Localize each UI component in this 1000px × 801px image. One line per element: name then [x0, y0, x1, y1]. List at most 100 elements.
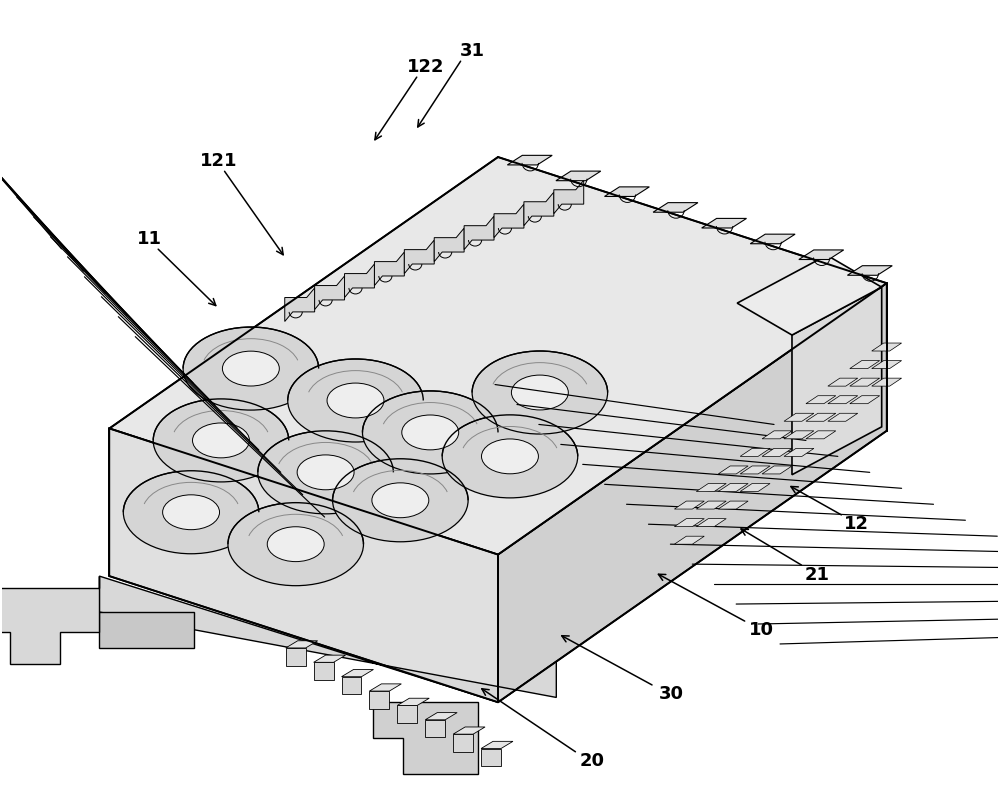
- Polygon shape: [784, 413, 814, 421]
- Ellipse shape: [402, 415, 459, 450]
- Polygon shape: [806, 413, 836, 421]
- Polygon shape: [314, 662, 334, 680]
- Polygon shape: [285, 288, 315, 321]
- Polygon shape: [315, 276, 345, 309]
- Ellipse shape: [183, 327, 319, 410]
- Ellipse shape: [153, 399, 289, 482]
- Ellipse shape: [123, 471, 259, 553]
- Polygon shape: [762, 449, 792, 457]
- Polygon shape: [674, 536, 704, 544]
- Polygon shape: [481, 742, 513, 748]
- Polygon shape: [369, 691, 389, 709]
- Polygon shape: [556, 171, 601, 181]
- Polygon shape: [850, 360, 880, 368]
- Polygon shape: [792, 287, 882, 475]
- Polygon shape: [369, 684, 401, 691]
- Ellipse shape: [327, 383, 384, 418]
- Polygon shape: [653, 203, 698, 212]
- Text: 122: 122: [407, 58, 444, 76]
- Polygon shape: [784, 449, 814, 457]
- Polygon shape: [872, 378, 902, 386]
- Polygon shape: [99, 612, 194, 648]
- Text: 31: 31: [460, 42, 485, 60]
- Polygon shape: [342, 677, 361, 694]
- Polygon shape: [696, 501, 726, 509]
- Polygon shape: [762, 431, 792, 439]
- Polygon shape: [425, 713, 457, 720]
- Polygon shape: [872, 343, 902, 351]
- Text: 30: 30: [659, 685, 684, 703]
- Polygon shape: [373, 702, 478, 774]
- Polygon shape: [453, 735, 473, 751]
- Polygon shape: [0, 576, 99, 664]
- Polygon shape: [481, 748, 501, 766]
- Polygon shape: [464, 216, 494, 250]
- Polygon shape: [498, 284, 887, 702]
- Polygon shape: [342, 670, 373, 677]
- Polygon shape: [524, 192, 554, 226]
- Text: 21: 21: [804, 566, 829, 583]
- Polygon shape: [718, 466, 748, 474]
- Ellipse shape: [288, 359, 423, 442]
- Polygon shape: [696, 484, 726, 492]
- Polygon shape: [397, 706, 417, 723]
- Ellipse shape: [511, 375, 568, 410]
- Ellipse shape: [362, 391, 498, 474]
- Polygon shape: [740, 449, 770, 457]
- Ellipse shape: [222, 351, 279, 386]
- Ellipse shape: [258, 431, 393, 514]
- Polygon shape: [397, 698, 429, 706]
- Polygon shape: [718, 501, 748, 509]
- Polygon shape: [109, 157, 887, 554]
- Polygon shape: [737, 256, 882, 335]
- Ellipse shape: [442, 415, 578, 498]
- Polygon shape: [828, 413, 858, 421]
- Polygon shape: [806, 431, 836, 439]
- Polygon shape: [425, 720, 445, 738]
- Ellipse shape: [333, 459, 468, 541]
- Polygon shape: [718, 484, 748, 492]
- Ellipse shape: [482, 439, 538, 474]
- Polygon shape: [828, 396, 858, 404]
- Polygon shape: [799, 250, 844, 260]
- Polygon shape: [762, 466, 792, 474]
- Polygon shape: [674, 501, 704, 509]
- Polygon shape: [286, 641, 318, 648]
- Ellipse shape: [163, 495, 220, 529]
- Polygon shape: [99, 576, 556, 702]
- Polygon shape: [740, 466, 770, 474]
- Ellipse shape: [297, 455, 354, 489]
- Ellipse shape: [267, 527, 324, 562]
- Polygon shape: [784, 431, 814, 439]
- Polygon shape: [850, 378, 880, 386]
- Polygon shape: [345, 264, 374, 297]
- Ellipse shape: [372, 483, 429, 517]
- Text: 12: 12: [844, 515, 869, 533]
- Polygon shape: [374, 252, 404, 285]
- Text: 20: 20: [579, 752, 604, 771]
- Polygon shape: [314, 655, 346, 662]
- Polygon shape: [554, 180, 584, 214]
- Polygon shape: [109, 429, 498, 702]
- Polygon shape: [828, 378, 858, 386]
- Ellipse shape: [472, 351, 608, 434]
- Polygon shape: [702, 219, 747, 228]
- Polygon shape: [740, 484, 770, 492]
- Text: 10: 10: [749, 622, 774, 639]
- Polygon shape: [434, 228, 464, 262]
- Polygon shape: [806, 396, 836, 404]
- Polygon shape: [847, 266, 892, 276]
- Polygon shape: [850, 396, 880, 404]
- Polygon shape: [750, 234, 795, 244]
- Polygon shape: [696, 518, 726, 526]
- Polygon shape: [605, 187, 649, 196]
- Text: 121: 121: [200, 152, 238, 170]
- Polygon shape: [494, 204, 524, 238]
- Polygon shape: [453, 727, 485, 735]
- Polygon shape: [286, 648, 306, 666]
- Polygon shape: [674, 518, 704, 526]
- Text: 11: 11: [137, 230, 162, 248]
- Ellipse shape: [228, 503, 363, 586]
- Ellipse shape: [193, 423, 249, 458]
- Polygon shape: [507, 155, 552, 165]
